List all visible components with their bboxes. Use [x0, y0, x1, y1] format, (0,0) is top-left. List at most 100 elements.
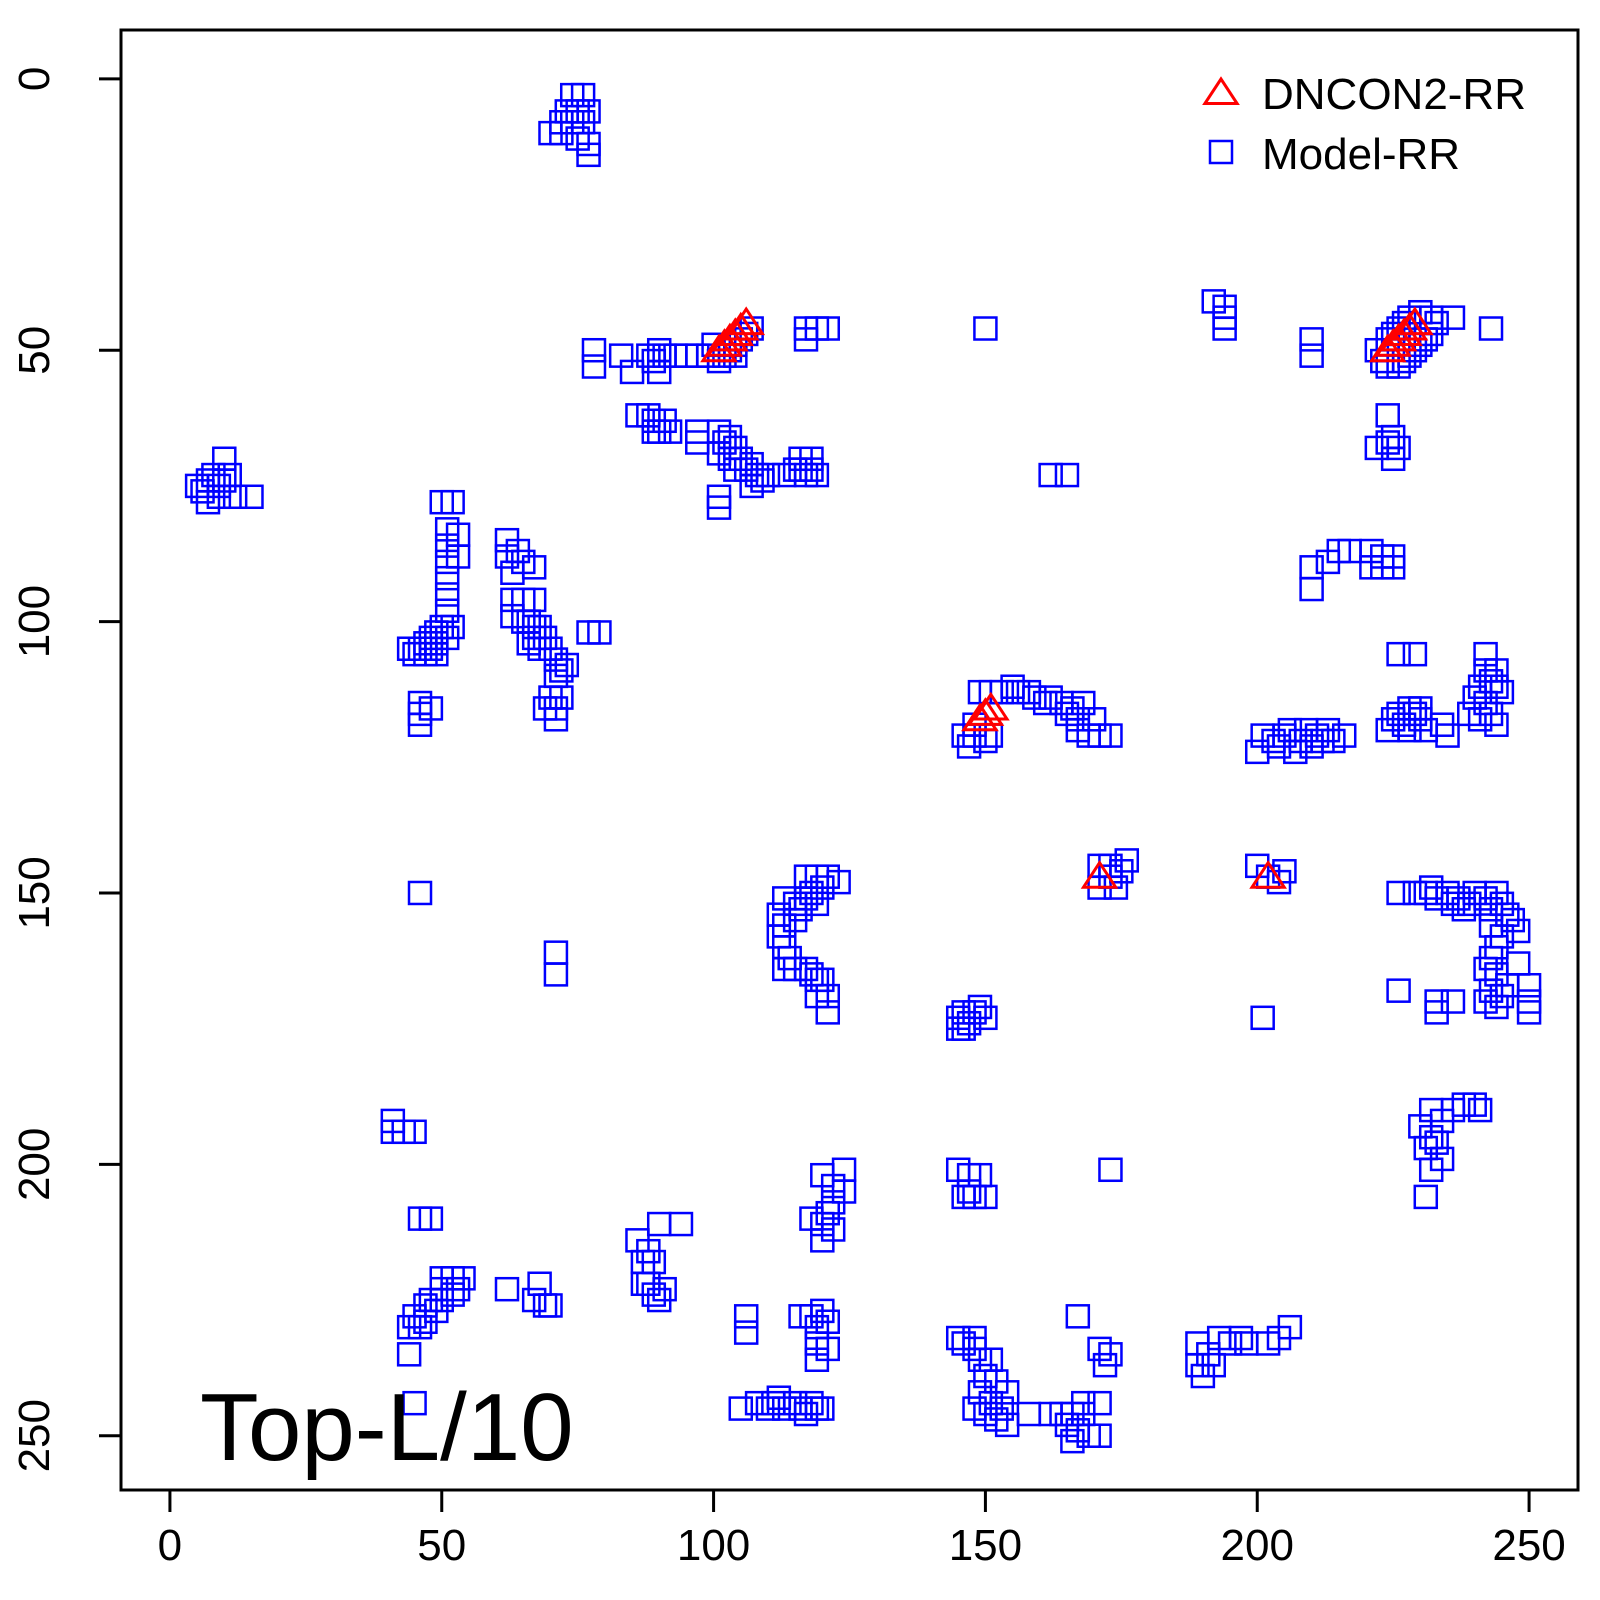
dncon2-rr-series: [700, 306, 1434, 889]
model-rr-point: [1380, 446, 1406, 472]
model-rr-point: [543, 962, 569, 987]
model-rr-point: [1467, 1097, 1493, 1123]
model-rr-point: [1505, 918, 1531, 944]
model-rr-point: [543, 940, 569, 965]
model-rr-point: [1386, 978, 1411, 1003]
dncon2-rr-point: [1249, 859, 1287, 889]
model-rr-point: [222, 484, 248, 510]
dncon2-rr-point: [971, 691, 1010, 721]
model-rr-point: [706, 495, 732, 520]
model-rr-point: [434, 582, 460, 607]
x-tick-label: 150: [949, 1521, 1022, 1570]
model-rr-point: [1484, 712, 1509, 737]
model-rr-point: [212, 446, 237, 472]
model-rr-point: [1505, 951, 1531, 976]
panel-annotation: Top-L/10: [200, 1374, 574, 1481]
model-rr-point: [799, 446, 824, 472]
y-tick-label: 200: [10, 1128, 59, 1201]
model-rr-point: [1087, 1423, 1112, 1448]
model-rr-point: [668, 1211, 694, 1237]
model-rr-point: [407, 880, 433, 906]
x-tick-label: 200: [1221, 1521, 1294, 1570]
legend: DNCON2-RR Model-RR: [1202, 70, 1526, 179]
model-rr-point: [434, 598, 460, 623]
model-rr-point: [500, 560, 525, 586]
model-rr-point: [810, 967, 835, 993]
model-rr-point: [1299, 576, 1324, 602]
model-rr-point: [1435, 723, 1460, 748]
model-rr-point: [494, 1276, 520, 1302]
model-rr-point: [646, 359, 672, 385]
model-rr-point: [1440, 305, 1466, 330]
model-rr-point: [1060, 1428, 1085, 1454]
model-rr-point: [413, 1309, 438, 1334]
x-tick-label: 0: [158, 1521, 182, 1570]
model-rr-point: [733, 1320, 759, 1345]
model-rr-point: [1462, 1092, 1487, 1117]
model-rr-point: [1201, 1352, 1226, 1378]
model-rr-point: [239, 484, 264, 510]
model-rr-point: [826, 869, 851, 895]
model-rr-point: [402, 1119, 427, 1145]
model-rr-point: [815, 1000, 841, 1025]
model-rr-point: [570, 82, 596, 108]
model-rr-point: [1418, 1157, 1444, 1183]
model-rr-point: [1098, 723, 1123, 748]
legend-model-rr-label: Model-RR: [1262, 130, 1460, 179]
model-rr-point: [1299, 734, 1324, 759]
model-rr-point: [657, 419, 683, 444]
model-rr-point: [646, 1287, 672, 1313]
model-rr-point: [434, 549, 460, 575]
model-rr-point: [1516, 972, 1542, 998]
model-rr-point: [396, 1342, 422, 1367]
legend-square-marker: [1208, 139, 1234, 165]
model-rr-point: [951, 1016, 976, 1041]
legend-model-rr-marker: [1208, 139, 1234, 165]
model-rr-point: [1386, 641, 1411, 667]
dncon2-rr-point: [1080, 859, 1119, 889]
model-rr-point: [1098, 1157, 1123, 1183]
model-rr-series: [184, 82, 1542, 1454]
model-rr-point: [1212, 316, 1237, 341]
model-rr-point: [418, 1206, 444, 1231]
model-rr-point: [646, 1211, 672, 1237]
model-rr-point: [440, 489, 465, 515]
model-rr-point: [1114, 848, 1140, 873]
model-rr-point: [1250, 1005, 1275, 1031]
model-rr-point: [1424, 1130, 1449, 1155]
model-rr-point: [418, 636, 444, 661]
legend-triangle-marker: [1202, 76, 1240, 105]
model-rr-point: [1402, 641, 1428, 667]
model-rr-point: [407, 1314, 433, 1340]
model-rr-point: [543, 707, 569, 732]
dncon2-rr-point: [1390, 311, 1429, 341]
model-rr-point: [1098, 1342, 1123, 1367]
model-rr-point: [1081, 707, 1107, 732]
model-rr-point: [1386, 880, 1411, 906]
y-tick-label: 50: [10, 326, 59, 375]
model-rr-point: [1473, 989, 1498, 1014]
model-rr-point: [799, 1206, 824, 1231]
dncon2-rr-point: [1396, 306, 1434, 336]
dncon2-rr-point: [727, 306, 766, 336]
dncon2-rr-point: [966, 697, 1005, 726]
legend-dncon2-rr-marker: [1202, 76, 1240, 105]
model-rr-point: [407, 712, 433, 737]
model-rr-point: [538, 1293, 563, 1318]
model-rr-point: [728, 1396, 754, 1421]
model-rr-point: [962, 1396, 987, 1421]
model-rr-point: [494, 544, 520, 569]
model-rr-point: [424, 641, 449, 667]
model-rr-point: [1440, 989, 1466, 1014]
y-tick-label: 0: [10, 67, 59, 91]
dncon2-rr-point: [721, 311, 760, 341]
model-rr-point: [994, 1380, 1020, 1405]
model-rr-point: [815, 316, 841, 341]
model-rr-point: [1484, 674, 1509, 699]
model-rr-point: [1375, 403, 1400, 428]
x-tick-label: 250: [1492, 1521, 1565, 1570]
model-rr-point: [402, 1390, 427, 1416]
model-rr-point: [1299, 555, 1324, 580]
model-rr-point: [733, 1304, 759, 1329]
